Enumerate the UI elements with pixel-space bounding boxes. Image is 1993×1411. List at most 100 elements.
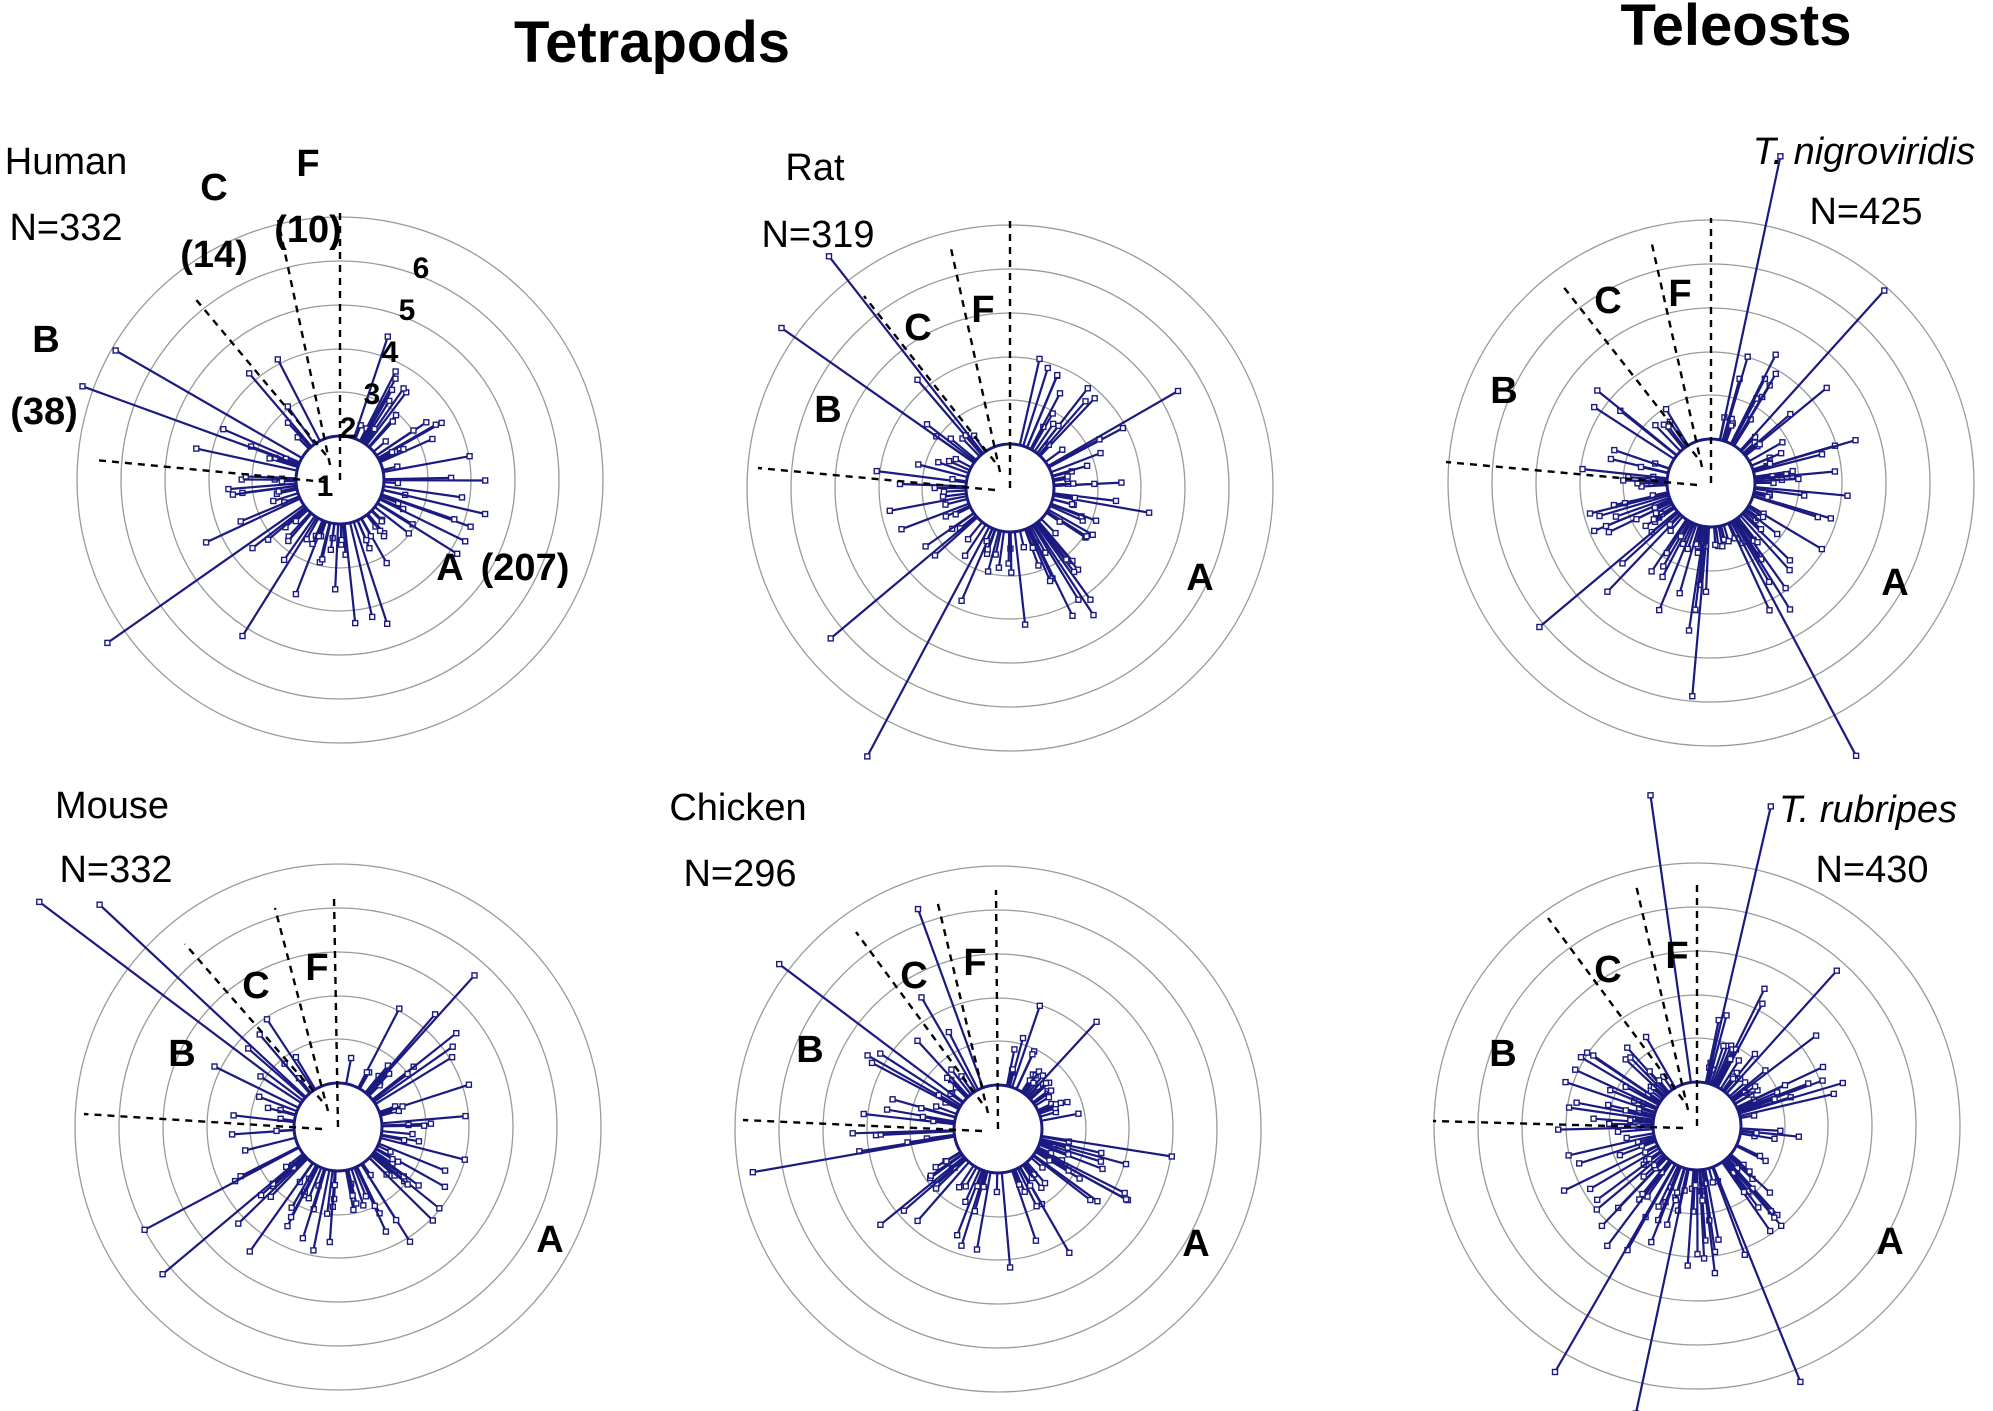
spike-tip-marker (1642, 1033, 1650, 1041)
sector-b-label: B (1489, 1033, 1516, 1075)
spike-tip-marker (1562, 1078, 1569, 1086)
spike-tip-marker (1740, 1188, 1748, 1196)
spike-tip-marker (944, 1074, 951, 1082)
spike-tip-marker (225, 485, 232, 493)
spike-tip-marker (1097, 449, 1104, 457)
spike-tip-marker (1759, 1000, 1766, 1007)
spike-tip-marker (983, 537, 990, 545)
spike-tip-marker (860, 1110, 867, 1118)
sector-b-label: B (168, 1033, 195, 1075)
spike-tip-marker (1735, 1057, 1743, 1064)
spike-tip-marker (1583, 1049, 1591, 1056)
spike-tip-marker (1611, 446, 1618, 454)
spike-line (1047, 390, 1179, 467)
spike-tip-marker (1035, 562, 1042, 569)
spike-line (907, 1134, 955, 1144)
spike-line (1646, 1161, 1673, 1198)
spike-tip-marker (1833, 967, 1841, 974)
spike-line (916, 1040, 970, 1098)
spike-line (196, 447, 298, 472)
spike-tip-marker (864, 753, 871, 760)
spike-line (1738, 1098, 1775, 1113)
spike-tip-marker (1089, 531, 1096, 538)
spike-line (365, 391, 408, 446)
spike-tip-marker (1762, 1067, 1769, 1074)
teleosts-title: Teleosts (1620, 0, 1851, 58)
spike-tip-marker (1781, 1081, 1789, 1089)
spike-line (1665, 408, 1690, 446)
spike-tip-marker (1831, 468, 1839, 475)
spike-tip-marker (1751, 1083, 1759, 1090)
sector-f-count: (10) (274, 209, 342, 251)
sector-a-count: (207) (481, 547, 570, 589)
spike-tip-marker (235, 1220, 242, 1227)
spike-tip-marker (898, 526, 905, 533)
spike-tip-marker (922, 543, 929, 550)
spike-tip-marker (1174, 387, 1182, 395)
spike-line (901, 502, 970, 531)
spike-line (1047, 508, 1094, 536)
spike-tip-marker (1046, 577, 1054, 585)
spike-tip-marker (970, 432, 978, 439)
spike-line (383, 455, 470, 474)
spike-tip-marker (1554, 1126, 1562, 1133)
spike-line (1704, 1019, 1720, 1084)
spike-tip-marker (1039, 1164, 1046, 1171)
spike-line (1582, 468, 1668, 480)
spike-tip-marker (1021, 1188, 1028, 1196)
spike-line (372, 1073, 409, 1102)
spike-tip-marker (1122, 1196, 1130, 1203)
spike-tip-marker (392, 368, 399, 375)
spike-tip-marker (1711, 1269, 1719, 1277)
spike-tip-marker (1097, 1158, 1105, 1165)
spike-line (1754, 477, 1799, 483)
spike-tip-marker (1672, 1196, 1680, 1204)
spike-line (916, 1161, 970, 1222)
spike-tip-marker (864, 1052, 871, 1059)
spike-line (1754, 486, 1848, 497)
spike-tip-marker (280, 556, 288, 564)
spike-tip-marker (211, 1063, 218, 1070)
ring-label-5: 5 (399, 294, 416, 327)
spike-tip-marker (1596, 512, 1603, 520)
spike-tip-marker (971, 1207, 979, 1215)
spike-line (1628, 476, 1668, 481)
sector-c-label: C (1594, 280, 1621, 322)
spike-tip-marker (309, 540, 316, 548)
spike-line (380, 1134, 405, 1142)
spike-tip-marker (1624, 1044, 1631, 1051)
spike-tip-marker (980, 1183, 987, 1191)
spike-line (1580, 1056, 1660, 1105)
spike-tip-marker (1594, 387, 1601, 394)
spike-line (1609, 1089, 1657, 1111)
spike-line (1050, 452, 1101, 474)
spike-line (1676, 1167, 1686, 1193)
spike-line (1624, 1058, 1666, 1097)
spike-line (344, 1170, 355, 1211)
spike-tip-marker (1091, 480, 1098, 488)
spike-tip-marker (1122, 1160, 1130, 1168)
spike-group (1536, 153, 1888, 759)
spike-tip-marker (1008, 569, 1015, 576)
spike-line (1738, 1081, 1844, 1115)
species-label: Chicken (669, 787, 806, 829)
spike-tip-marker (958, 1242, 965, 1249)
spike-line (1034, 523, 1092, 601)
spike-group (749, 905, 1176, 1271)
spike-line (1053, 493, 1075, 499)
spike-line (1752, 495, 1819, 519)
spike-tip-marker (230, 1112, 237, 1119)
spike-tip-marker (868, 1059, 876, 1067)
spike-tip-marker (849, 1130, 856, 1137)
spike-tip-marker (376, 527, 384, 534)
spike-line (381, 1130, 413, 1136)
spike-line (889, 495, 968, 512)
spike-tip-marker (1560, 1187, 1568, 1194)
spike-line (1729, 354, 1777, 445)
spike-tip-marker (995, 564, 1003, 571)
spike-line (371, 1032, 457, 1101)
spike-tip-marker (1021, 621, 1029, 628)
spike-tip-marker (292, 590, 300, 598)
spike-line (1032, 1154, 1091, 1201)
ring-label-3: 3 (364, 378, 381, 411)
